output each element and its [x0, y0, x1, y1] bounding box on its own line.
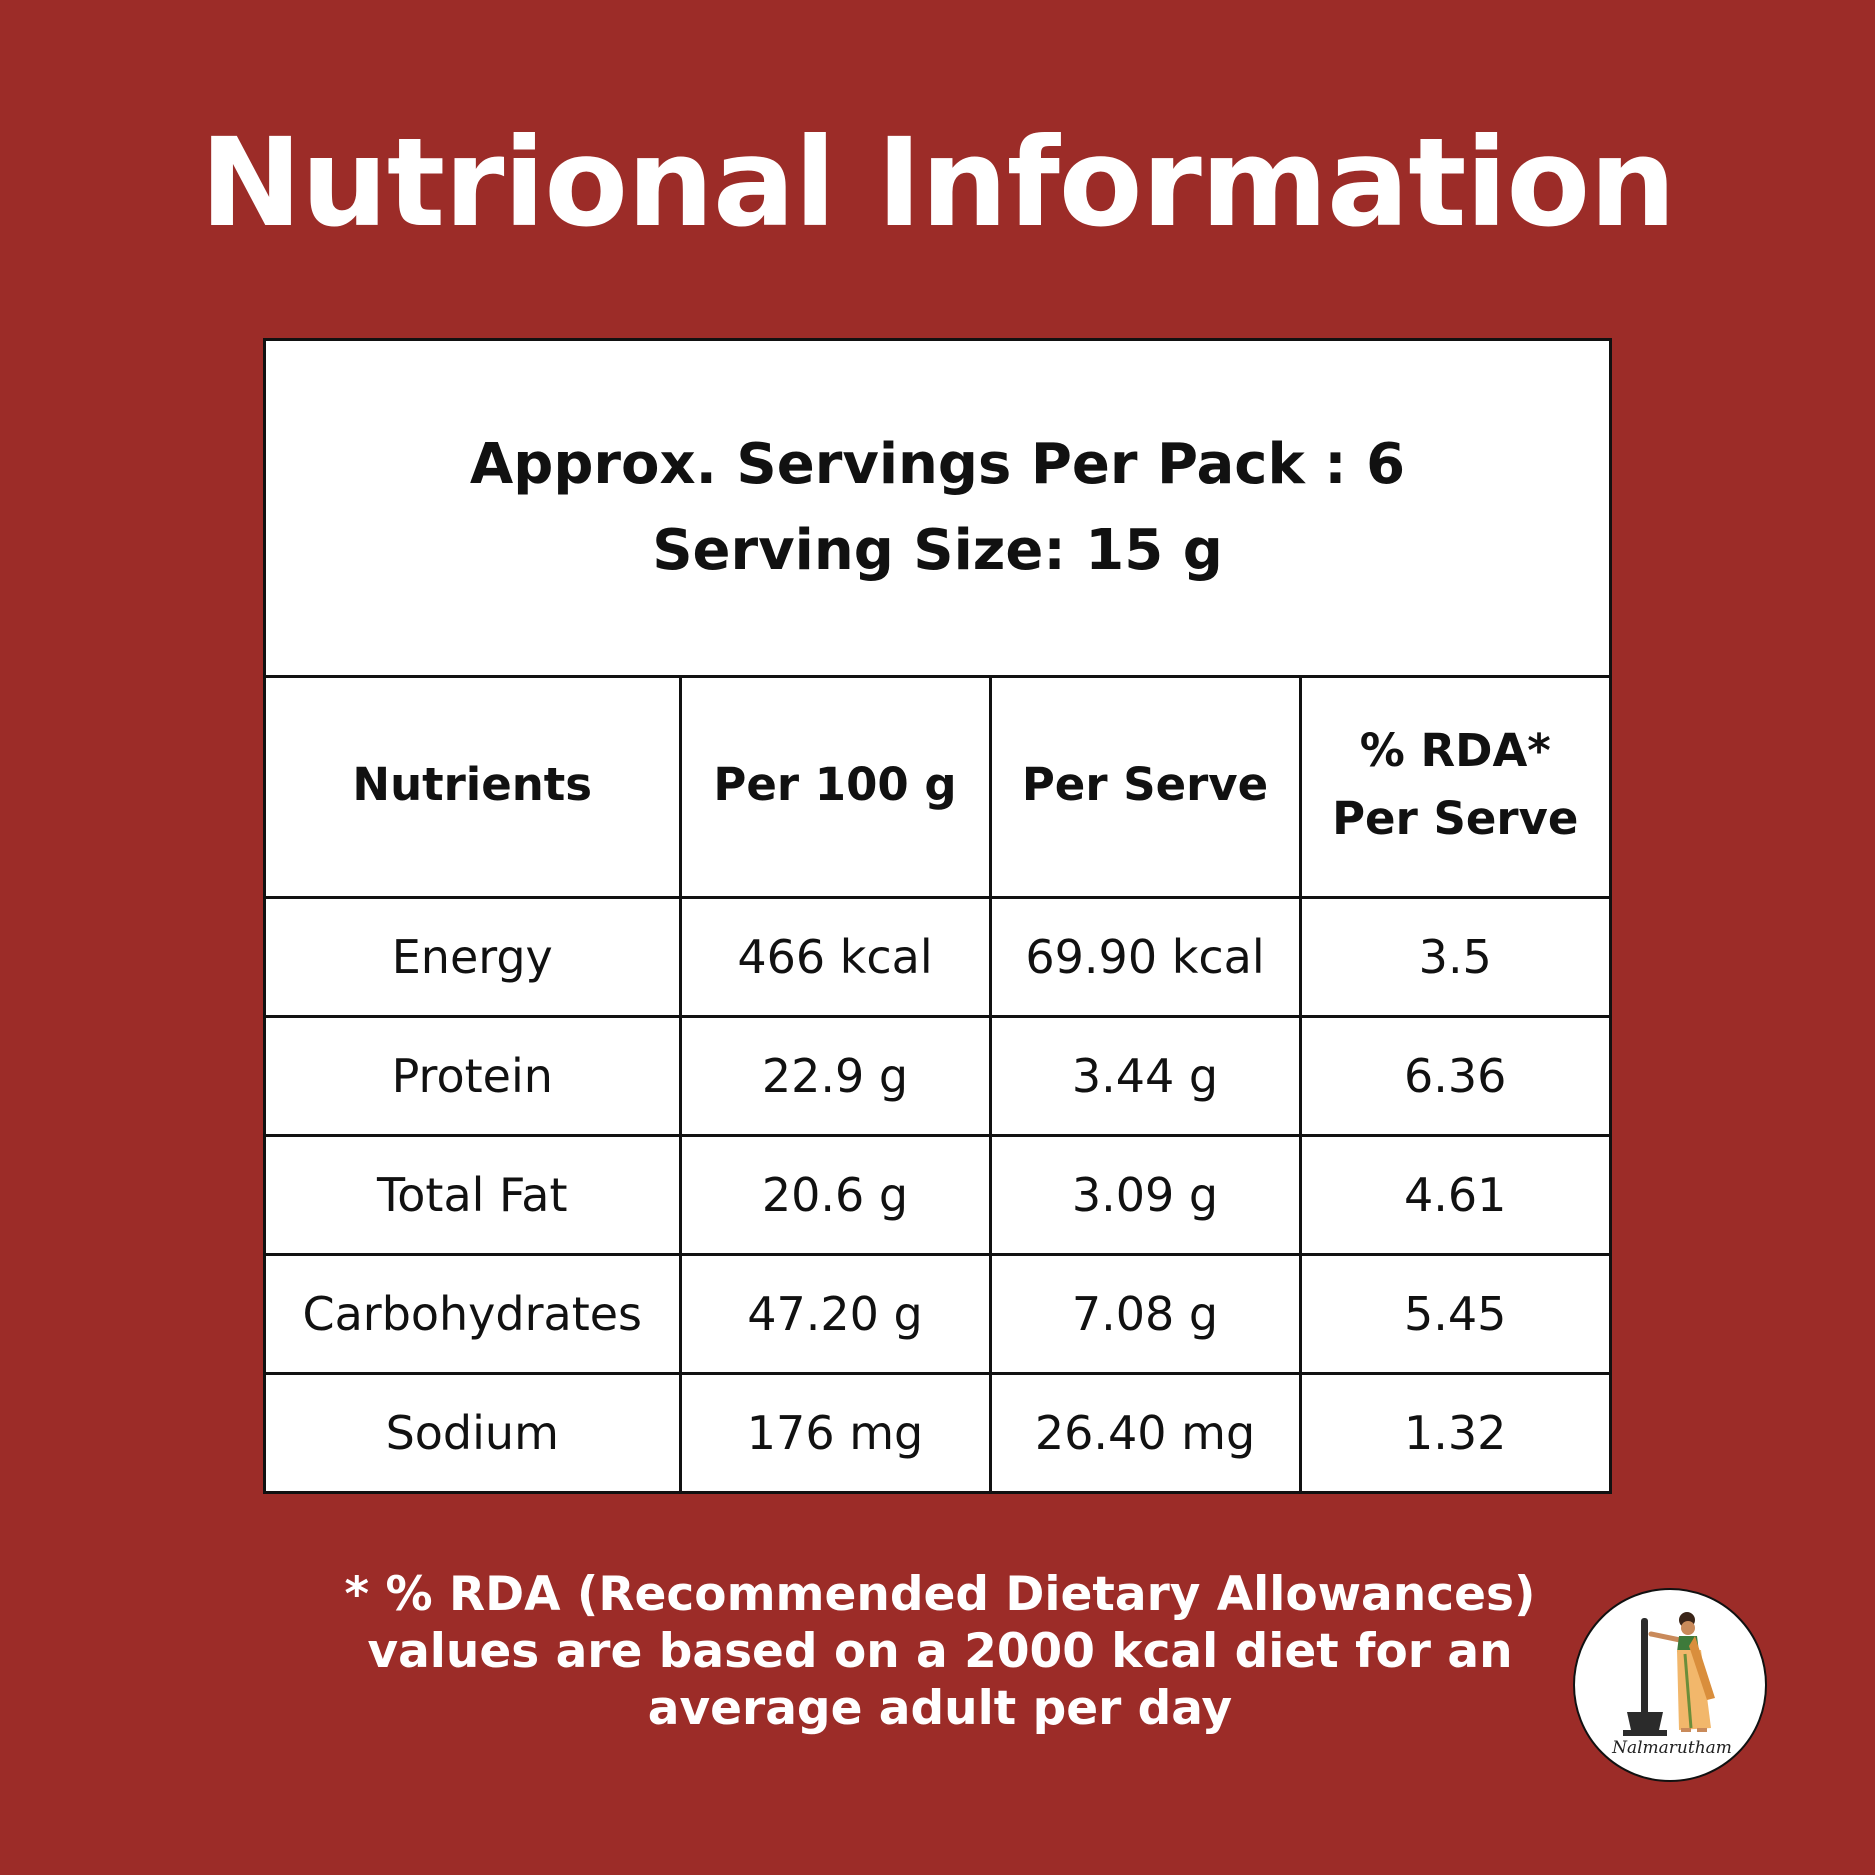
nutrition-table: Nutrients Per 100 g Per Serve % RDA* Per…	[266, 675, 1609, 1492]
cell-per-serve: 7.08 g	[988, 1252, 1302, 1375]
cell-nutrient: Carbohydrates	[266, 1252, 682, 1375]
footnote-line1: * % RDA (Recommended Dietary Allowances)	[344, 1567, 1536, 1622]
nutrition-table-card: Approx. Servings Per Pack : 6 Serving Si…	[263, 338, 1612, 1494]
brand-name: Nalmarutham	[1612, 1738, 1732, 1758]
brand-logo: Nalmarutham	[1573, 1588, 1767, 1782]
cell-per-serve: 3.44 g	[988, 1014, 1302, 1137]
table-row: Energy 466 kcal 69.90 kcal 3.5	[266, 895, 1609, 1018]
cell-rda: 4.61	[1298, 1133, 1609, 1256]
footnote-line3: average adult per day	[647, 1681, 1233, 1736]
table-row: Protein 22.9 g 3.44 g 6.36	[266, 1014, 1609, 1137]
header-rda-line2: Per Serve	[1332, 792, 1579, 846]
cell-per-100g: 466 kcal	[678, 895, 992, 1018]
servings-per-pack: Approx. Servings Per Pack : 6	[469, 432, 1406, 497]
cell-per-100g: 47.20 g	[678, 1252, 992, 1375]
header-rda: % RDA* Per Serve	[1298, 675, 1609, 899]
cell-nutrient: Sodium	[266, 1371, 682, 1492]
table-row: Sodium 176 mg 26.40 mg 1.32	[266, 1371, 1609, 1492]
cell-per-serve: 26.40 mg	[988, 1371, 1302, 1492]
cell-rda: 5.45	[1298, 1252, 1609, 1375]
cell-per-serve: 69.90 kcal	[988, 895, 1302, 1018]
cell-per-100g: 176 mg	[678, 1371, 992, 1492]
serving-info-box: Approx. Servings Per Pack : 6 Serving Si…	[266, 341, 1609, 678]
table-row: Carbohydrates 47.20 g 7.08 g 5.45	[266, 1252, 1609, 1375]
cell-nutrient: Total Fat	[266, 1133, 682, 1256]
rda-footnote: * % RDA (Recommended Dietary Allowances)…	[260, 1566, 1620, 1737]
cell-per-100g: 22.9 g	[678, 1014, 992, 1137]
cell-nutrient: Protein	[266, 1014, 682, 1137]
cell-per-serve: 3.09 g	[988, 1133, 1302, 1256]
woman-pounding-grain-logo-icon	[1623, 1612, 1715, 1736]
cell-rda: 1.32	[1298, 1371, 1609, 1492]
header-nutrients: Nutrients	[266, 675, 682, 899]
table-row: Total Fat 20.6 g 3.09 g 4.61	[266, 1133, 1609, 1256]
cell-per-100g: 20.6 g	[678, 1133, 992, 1256]
serving-size: Serving Size: 15 g	[652, 518, 1223, 583]
footnote-line2: values are based on a 2000 kcal diet for…	[367, 1624, 1513, 1679]
header-rda-line1: % RDA*	[1359, 724, 1551, 778]
page-title: Nutrional Information	[199, 112, 1676, 254]
header-per-100g: Per 100 g	[678, 675, 992, 899]
cell-nutrient: Energy	[266, 895, 682, 1018]
header-per-serve: Per Serve	[988, 675, 1302, 899]
table-header-row: Nutrients Per 100 g Per Serve % RDA* Per…	[266, 675, 1609, 899]
cell-rda: 6.36	[1298, 1014, 1609, 1137]
cell-rda: 3.5	[1298, 895, 1609, 1018]
